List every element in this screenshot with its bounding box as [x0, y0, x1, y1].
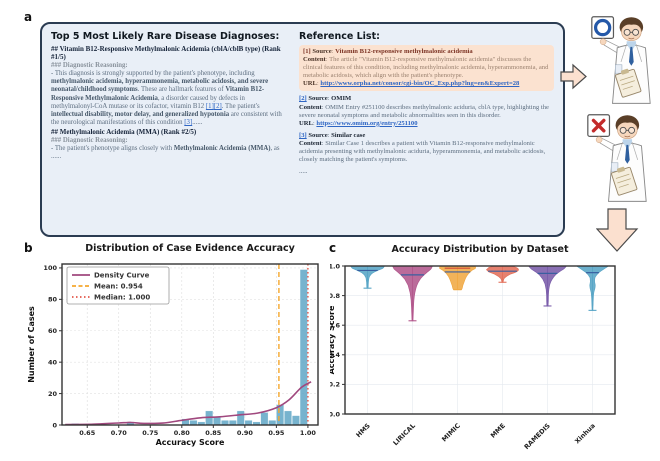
reference-marker[interactable]: [3] — [299, 131, 307, 139]
doctor-approve-illustration — [589, 12, 653, 110]
diagnosis-block: - The patient's phenotype aligns closely… — [51, 145, 280, 153]
doctor-reject-illustration — [585, 110, 649, 208]
svg-text:0.2: 0.2 — [330, 381, 340, 389]
svg-text:MIMIC: MIMIC — [440, 422, 462, 444]
svg-text:20: 20 — [48, 390, 58, 398]
svg-text:Mean: 0.954: Mean: 0.954 — [94, 282, 143, 290]
diagnosis-block: ## Methylmalonic Acidemia (MMA) (Rank #2… — [51, 128, 197, 137]
references-column: Reference List: [1] Source: Vitamin B12-… — [299, 31, 554, 228]
svg-text:Accuracy Score: Accuracy Score — [330, 305, 336, 374]
svg-text:1.00: 1.00 — [300, 429, 317, 437]
svg-text:HMS: HMS — [355, 422, 373, 440]
histogram-chart: 0.65 0.70 0.75 0.80 0.85 0.90 0.95 1.00 0 20 40 60 8… — [27, 263, 319, 447]
reference-ellipsis: ..... — [299, 168, 308, 176]
svg-text:0.65: 0.65 — [79, 429, 96, 437]
panel-a-label: a — [24, 10, 33, 24]
svg-text:0.4: 0.4 — [330, 351, 340, 359]
citation-link[interactable]: [1] — [205, 102, 214, 110]
diagnosis-reference-box: Top 5 Most Likely Rare Disease Diagnoses… — [40, 22, 565, 237]
svg-text:Density Curve: Density Curve — [94, 271, 150, 279]
reference-marker: [1] — [303, 48, 311, 55]
citation-link[interactable]: [3] — [184, 119, 193, 127]
reference-url-link[interactable]: https://www.omim.org/entry/251100 — [316, 119, 418, 127]
diagnosis-block: ## Vitamin B12-Responsive Methylmalonic … — [51, 45, 281, 62]
reference-url-link[interactable]: http://www.orpha.net/consor/cgi-bin/OC_E… — [320, 80, 520, 88]
diagnosis-block: ### Diagnostic Reasoning: — [51, 61, 128, 69]
diagnoses-text: ## Vitamin B12-Responsive Methylmalonic … — [51, 45, 289, 161]
svg-text:0.85: 0.85 — [205, 429, 222, 437]
svg-text:0.95: 0.95 — [268, 429, 285, 437]
diagnosis-block: ### Diagnostic Reasoning: — [51, 136, 128, 144]
diagnosis-block: - This diagnosis is strongly supported b… — [51, 70, 282, 127]
flow-arrow-down-icon — [596, 208, 639, 252]
svg-text:RAMEDIS: RAMEDIS — [523, 422, 553, 452]
svg-text:Accuracy Score: Accuracy Score — [156, 438, 225, 447]
reference-list: [1] Source: Vitamin B12-responsive methy… — [299, 45, 554, 164]
reference-item-3: [3] Source: Similar case Content: Similar… — [299, 131, 546, 164]
panel-b-label: b — [24, 241, 33, 255]
diagnosis-block: ...... — [51, 153, 62, 161]
diagnoses-title: Top 5 Most Likely Rare Disease Diagnoses… — [51, 31, 280, 42]
svg-text:0.90: 0.90 — [237, 429, 254, 437]
svg-text:Number of Cases: Number of Cases — [27, 306, 36, 383]
references-title: Reference List: — [299, 31, 380, 42]
svg-text:0.75: 0.75 — [142, 429, 159, 437]
svg-text:60: 60 — [48, 327, 58, 335]
svg-text:1.0: 1.0 — [330, 262, 340, 270]
svg-text:Xinhua: Xinhua — [573, 422, 597, 446]
svg-text:0.6: 0.6 — [330, 322, 340, 330]
svg-text:MME: MME — [489, 422, 507, 440]
panel-c-label: c — [329, 241, 337, 255]
svg-text:Median: 1.000: Median: 1.000 — [94, 293, 150, 301]
svg-text:LIRICAL: LIRICAL — [392, 422, 417, 447]
violin-chart: HMS LIRICAL MIMIC MME RAMEDIS Xinhua 0.0 0.2 0.4… — [330, 262, 616, 452]
svg-text:0.8: 0.8 — [330, 292, 340, 300]
reference-item-2: [2] Source: OMIM Content: OMIM Entry #251… — [299, 95, 549, 127]
violin-title: Accuracy Distribution by Dataset — [391, 244, 569, 255]
svg-text:0.0: 0.0 — [330, 410, 340, 418]
diagnoses-column: Top 5 Most Likely Rare Disease Diagnoses… — [51, 31, 289, 228]
reference-marker[interactable]: [2] — [299, 95, 307, 103]
svg-text:40: 40 — [48, 358, 58, 366]
svg-text:100: 100 — [43, 264, 57, 272]
citation-link[interactable]: [2] — [213, 102, 222, 110]
histogram-title: Distribution of Case Evidence Accuracy — [85, 243, 295, 254]
svg-text:0: 0 — [52, 421, 57, 429]
svg-text:0.70: 0.70 — [111, 429, 128, 437]
svg-text:80: 80 — [48, 296, 58, 304]
reference-item-1: [1] Source: Vitamin B12-responsive methy… — [299, 45, 554, 92]
svg-text:0.80: 0.80 — [174, 429, 191, 437]
flow-arrow-right-icon — [560, 63, 587, 90]
